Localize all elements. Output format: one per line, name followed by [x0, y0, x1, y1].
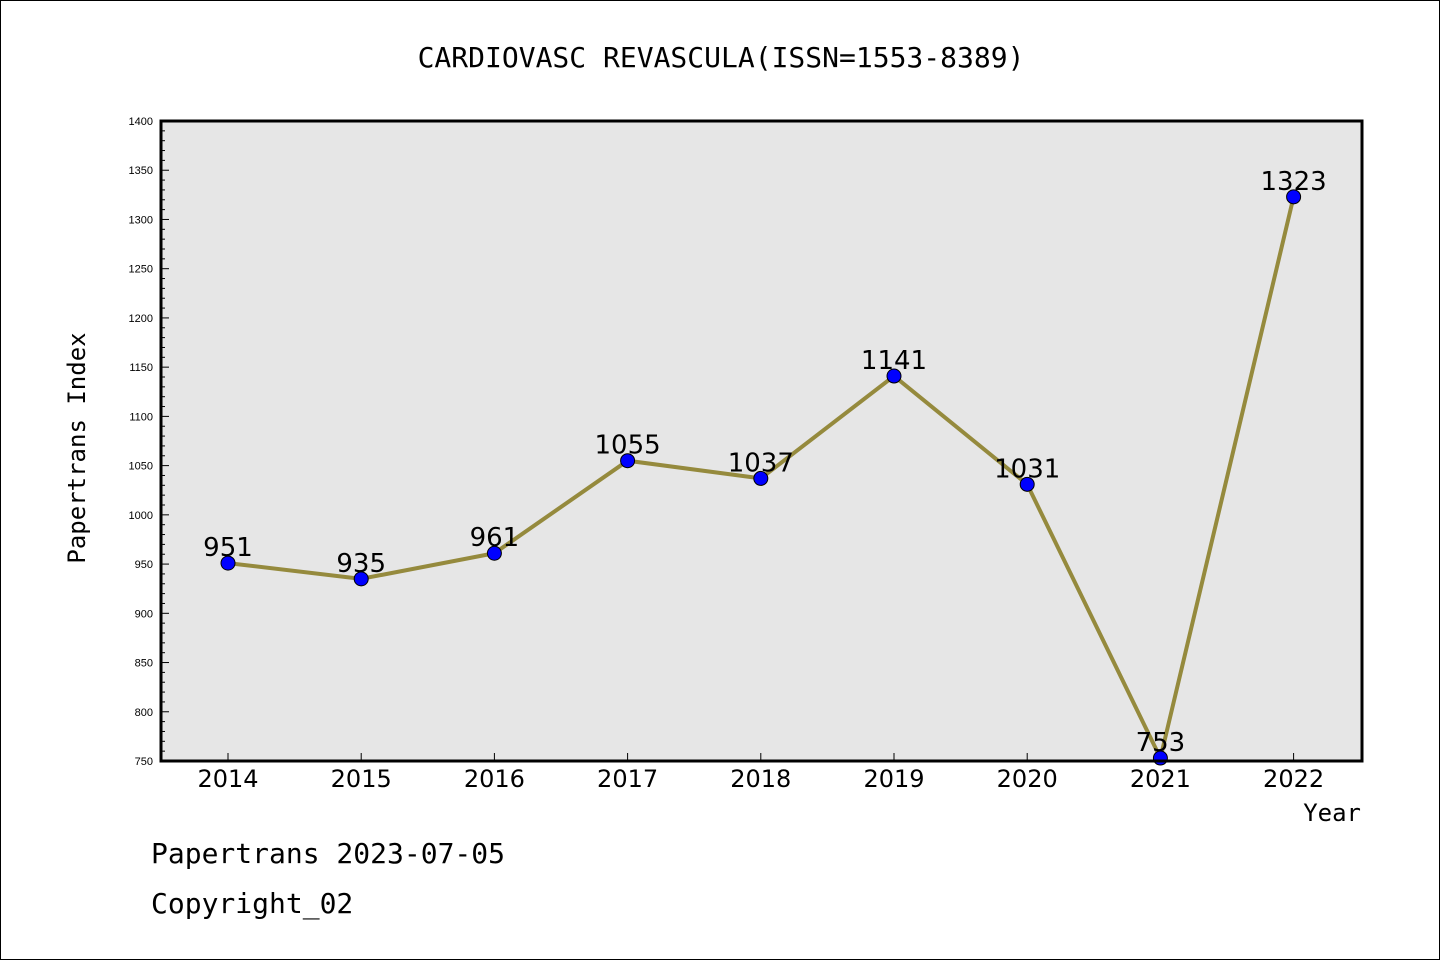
y-tick-label: 850 — [135, 658, 153, 670]
x-tick-label: 2016 — [464, 765, 525, 793]
data-label: 935 — [336, 549, 386, 579]
x-tick-label: 2018 — [730, 765, 791, 793]
data-point — [1019, 476, 1035, 492]
y-tick-label: 1250 — [129, 264, 153, 276]
y-tick-label: 900 — [135, 608, 153, 620]
y-tick-label: 950 — [135, 559, 153, 571]
footer-date-text: Papertrans 2023-07-05 — [151, 837, 506, 870]
y-tick-label: 1300 — [129, 214, 153, 226]
x-tick-label: 2021 — [1130, 765, 1191, 793]
x-tick-label: 2020 — [997, 765, 1058, 793]
y-tick-label: 1050 — [129, 461, 153, 473]
y-tick-label: 1000 — [129, 510, 153, 522]
footer-copyright-text: Copyright_02 — [151, 887, 354, 920]
data-label: 1037 — [728, 448, 794, 478]
x-tick-label: 2014 — [197, 765, 258, 793]
data-point — [220, 555, 236, 571]
data-point — [353, 571, 369, 587]
data-label: 1141 — [861, 346, 927, 376]
y-tick-label: 1400 — [129, 116, 153, 128]
y-tick-label: 1100 — [129, 411, 153, 423]
y-tick-label: 750 — [135, 756, 153, 768]
x-tick-label: 2022 — [1263, 765, 1324, 793]
data-point — [486, 545, 502, 561]
y-tick-label: 800 — [135, 707, 153, 719]
y-axis-label: Papertrans Index — [63, 332, 91, 563]
y-tick-label: 1150 — [129, 362, 153, 374]
x-tick-label: 2015 — [331, 765, 392, 793]
series-points — [220, 189, 1302, 766]
x-tick-label: 2017 — [597, 765, 658, 793]
data-label: 753 — [1136, 728, 1186, 758]
data-label: 1055 — [595, 431, 661, 461]
data-point — [753, 470, 769, 486]
chart-title: CARDIOVASC REVASCULA(ISSN=1553-8389) — [418, 41, 1025, 74]
data-point — [1286, 189, 1302, 205]
y-axis-ticks: 750 800 850 900 950 1000 1050 1100 1150 1200 1250 1… — [129, 116, 169, 768]
data-label: 1031 — [994, 454, 1060, 484]
plot-area — [161, 121, 1362, 761]
x-tick-label: 2019 — [863, 765, 924, 793]
data-label: 961 — [470, 523, 520, 553]
data-label: 1323 — [1261, 167, 1327, 197]
data-labels: 951 935 961 1055 1037 1141 1031 753 1323 — [203, 167, 1327, 758]
x-axis-ticks: 2014 2015 2016 2017 2018 2019 2020 2021 2022 — [197, 753, 1324, 793]
data-label: 951 — [203, 533, 253, 563]
data-point — [886, 368, 902, 384]
plot-frame — [159, 119, 1364, 763]
y-tick-label: 1350 — [129, 165, 153, 177]
y-tick-label: 1200 — [129, 313, 153, 325]
x-axis-label: Year — [1303, 799, 1361, 827]
data-point — [620, 453, 636, 469]
